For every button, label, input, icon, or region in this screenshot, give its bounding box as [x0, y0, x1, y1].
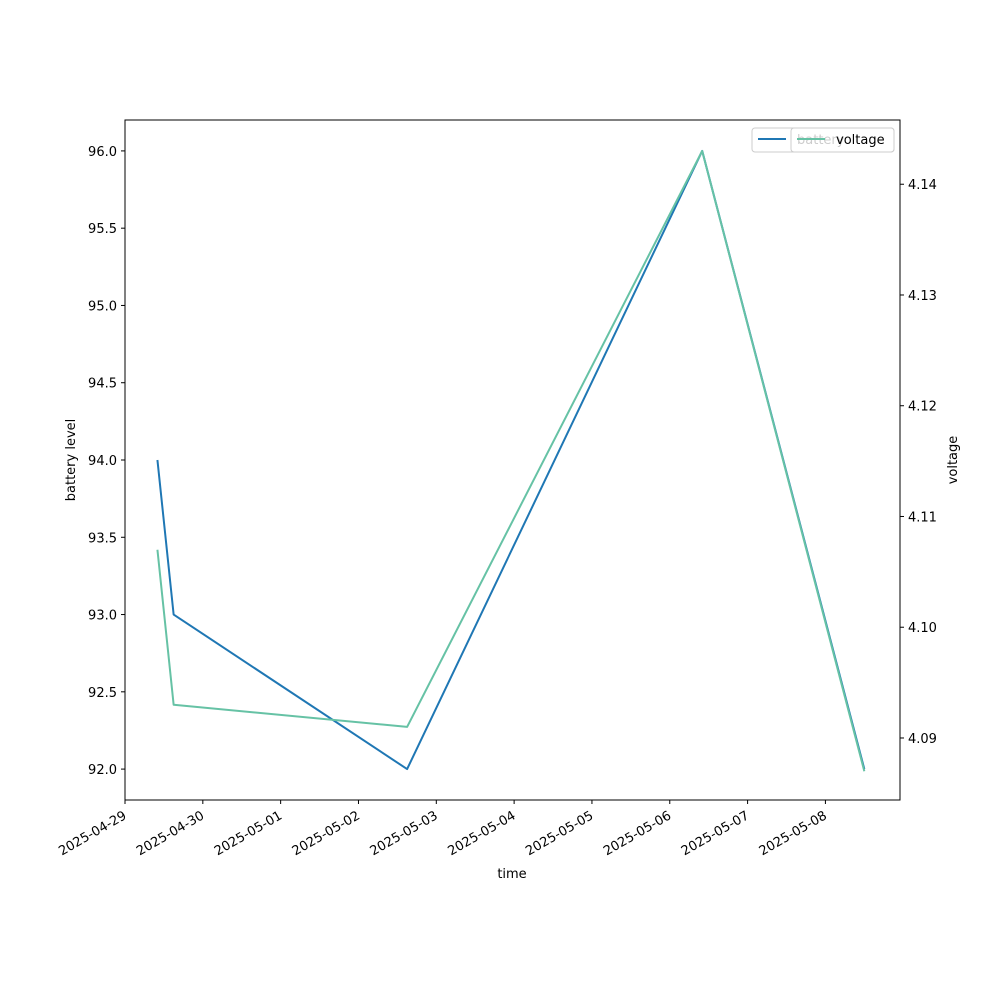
left-tick-label-8: 96.0	[88, 145, 117, 160]
legend-voltage: voltage	[790, 127, 895, 153]
right-tick-label-5: 4.14	[908, 178, 937, 193]
series-layer	[156, 149, 866, 772]
right-tick-label-0: 4.09	[908, 732, 937, 747]
right-y-axis-label: voltage	[946, 436, 961, 485]
left-tick-label-4: 94.0	[88, 454, 117, 469]
left-tick-label-2: 93.0	[88, 609, 117, 624]
left-tick-label-7: 95.5	[88, 222, 117, 237]
right-tick-label-3: 4.12	[908, 400, 937, 415]
x-tick-label-8: 2025-05-07	[679, 808, 752, 859]
left-y-axis-label: battery level	[64, 419, 79, 502]
x-tick-label-7: 2025-05-06	[601, 808, 674, 859]
x-tick-label-3: 2025-05-02	[290, 808, 363, 859]
right-tick-label-1: 4.10	[908, 621, 937, 636]
series-line-battery	[156, 149, 866, 771]
left-tick-label-5: 94.5	[88, 377, 117, 392]
right-y-axis: 4.09 4.10 4.11 4.12 4.13 4.14	[900, 178, 937, 747]
left-y-axis: 92.0 92.5 93.0 93.5 94.0 94.5 95.0 95.5 96.0	[88, 145, 125, 778]
x-axis: 2025-04-29 2025-04-30 2025-05-01 2025-05-02…	[56, 800, 830, 859]
x-tick-label-6: 2025-05-05	[523, 808, 596, 859]
left-tick-label-3: 93.5	[88, 531, 117, 546]
x-tick-label-4: 2025-05-03	[368, 808, 441, 859]
x-tick-label-2: 2025-05-01	[212, 808, 285, 859]
x-tick-label-9: 2025-05-08	[757, 808, 830, 859]
x-tick-label-0: 2025-04-29	[56, 808, 129, 859]
left-tick-label-1: 92.5	[88, 686, 117, 701]
legend-voltage-frame	[790, 127, 895, 153]
legend-voltage-label: voltage	[836, 133, 885, 148]
right-tick-label-4: 4.13	[908, 289, 937, 304]
x-axis-label: time	[497, 867, 526, 882]
right-tick-label-2: 4.11	[908, 510, 937, 525]
series-line-voltage	[156, 150, 866, 772]
x-tick-label-5: 2025-05-04	[445, 808, 518, 859]
left-tick-label-0: 92.0	[88, 763, 117, 778]
left-tick-label-6: 95.0	[88, 299, 117, 314]
x-tick-label-1: 2025-04-30	[134, 808, 207, 859]
